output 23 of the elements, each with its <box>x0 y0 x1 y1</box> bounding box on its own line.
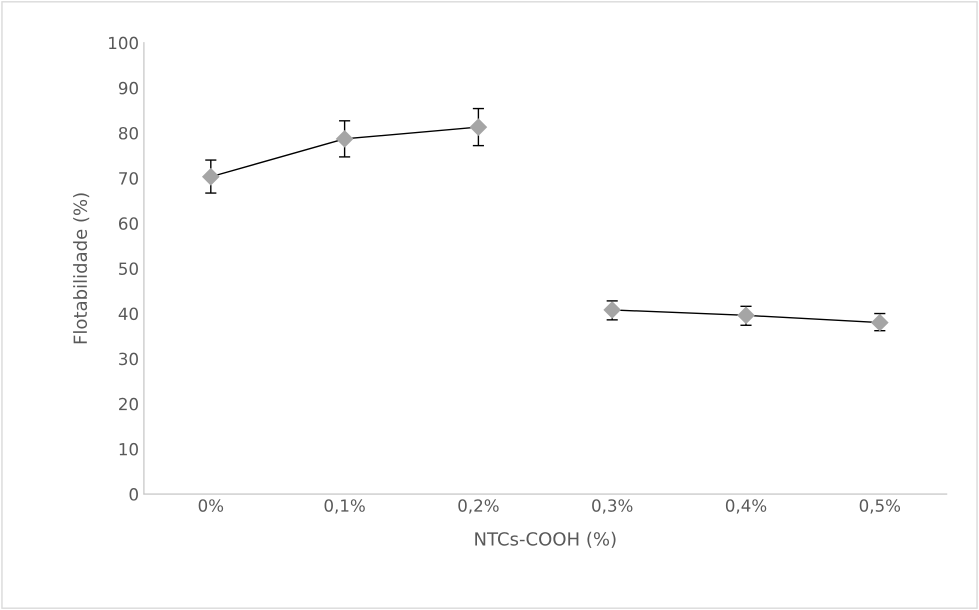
x-tick-label: 0,2% <box>458 499 499 514</box>
y-tick-label: 90 <box>118 82 138 94</box>
y-tick-label: 60 <box>119 217 138 230</box>
point <box>336 130 354 148</box>
x-axis-title: NTCs-COOH (%) <box>475 532 616 548</box>
point <box>202 168 220 186</box>
x-tick-label: 0,1% <box>324 499 365 514</box>
x-tick-label: 0% <box>198 499 224 512</box>
y-tick-label: 70 <box>119 172 138 185</box>
x-tick-label: 0,3% <box>592 499 632 514</box>
x-tick-label: 0,5% <box>860 499 900 514</box>
x-tick-label: 0,4% <box>726 499 766 514</box>
point <box>737 306 755 324</box>
y-tick-label: 20 <box>119 398 138 410</box>
y-tick-label: 80 <box>118 126 138 140</box>
point <box>470 118 487 136</box>
y-tick-label: 40 <box>118 308 138 320</box>
y-tick-label: 100 <box>109 36 138 50</box>
y-tick-label: 10 <box>120 442 138 456</box>
y-tick-label: 30 <box>119 352 138 366</box>
y-axis-title: Flotabilidade (%) <box>73 193 90 344</box>
y-tick-label: 0 <box>130 488 138 501</box>
y-tick-label: 50 <box>119 262 138 275</box>
